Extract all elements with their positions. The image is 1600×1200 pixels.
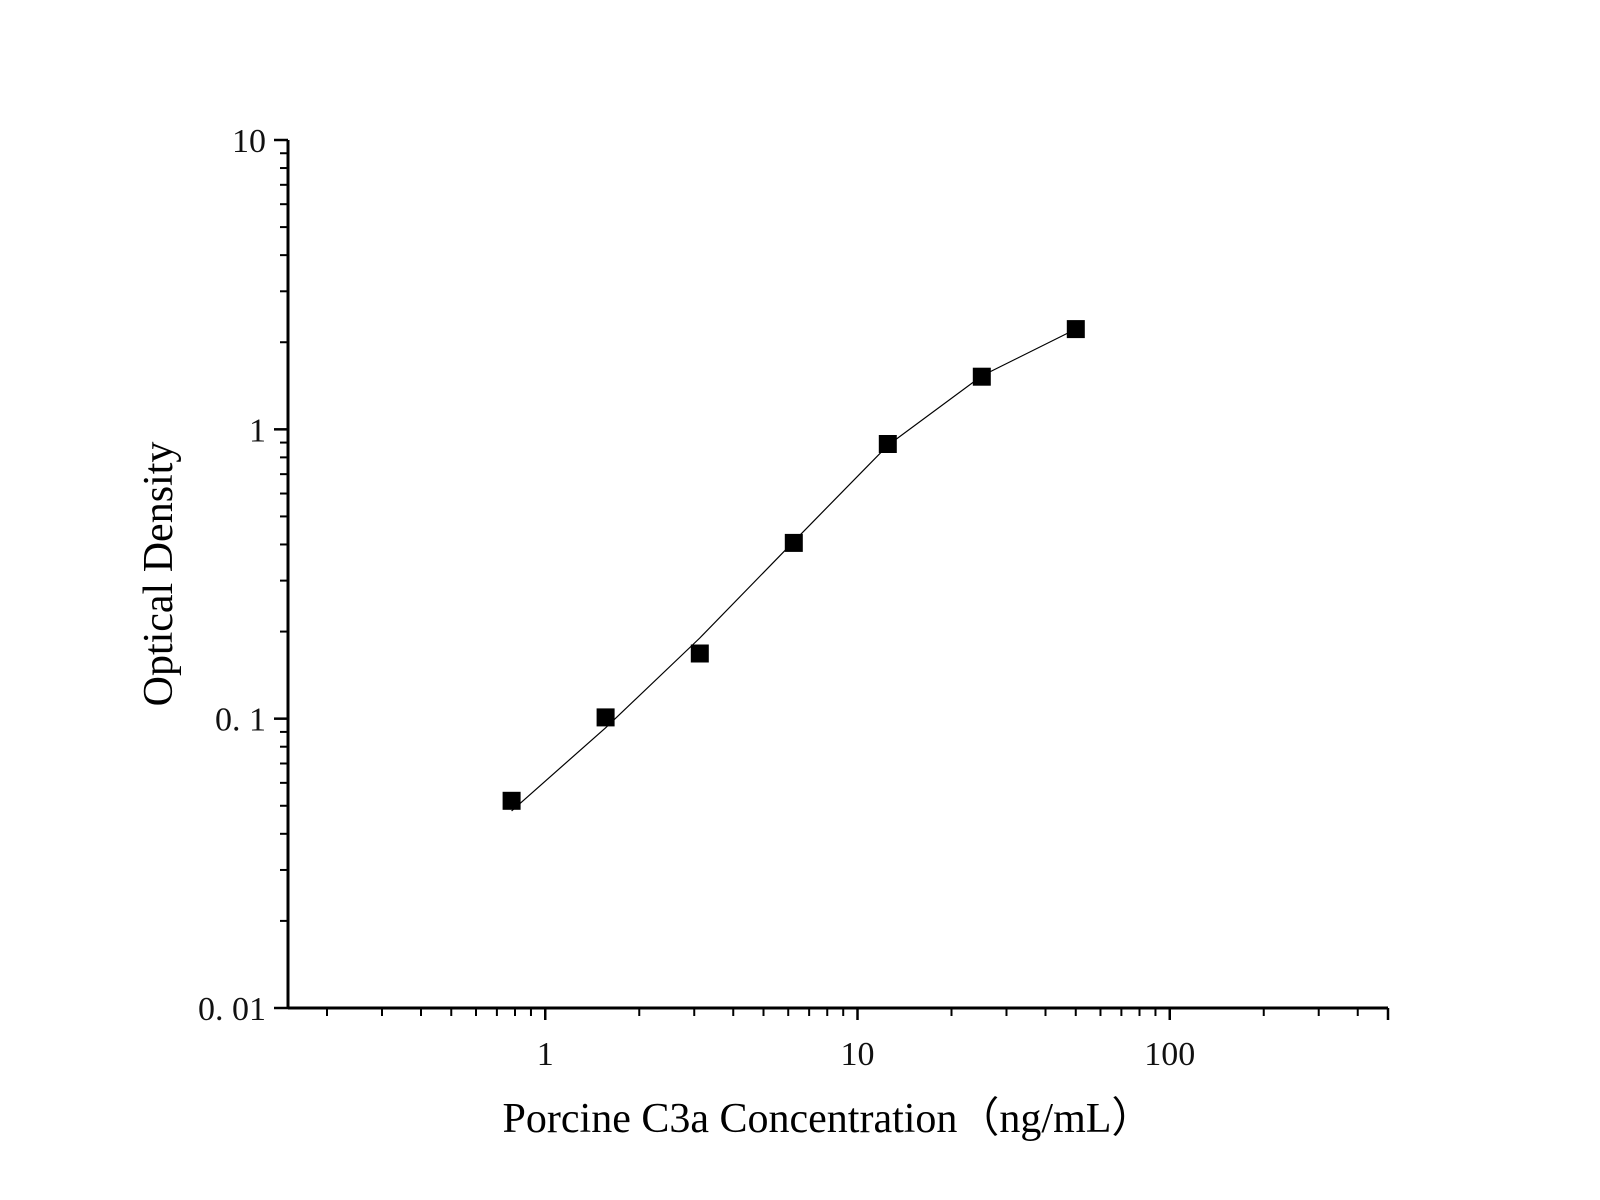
y-tick-label: 0. 01 bbox=[198, 991, 266, 1028]
data-point bbox=[596, 708, 615, 727]
y-tick-label: 1 bbox=[249, 412, 266, 449]
fit-curve-group bbox=[511, 328, 1077, 812]
y-axis-ticks: 0. 01 0. 1 1 10 bbox=[198, 123, 288, 1028]
data-point bbox=[690, 644, 709, 663]
data-point bbox=[878, 435, 897, 453]
x-axis-title: Porcine C3a Concentration（ng/mL） bbox=[503, 1096, 1154, 1142]
data-point bbox=[502, 791, 521, 810]
data-point bbox=[784, 533, 803, 552]
x-tick-label: 1 bbox=[537, 1036, 554, 1073]
data-points bbox=[502, 320, 1085, 810]
y-tick-label: 10 bbox=[232, 123, 266, 160]
fit-curve bbox=[511, 328, 1077, 812]
x-tick-label: 10 bbox=[841, 1036, 875, 1073]
x-axis-ticks: 1 10 100 bbox=[326, 1008, 1390, 1073]
data-point bbox=[1066, 320, 1085, 339]
y-axis-title: Optical Density bbox=[136, 442, 182, 707]
data-point bbox=[972, 367, 991, 386]
x-tick-label: 100 bbox=[1144, 1036, 1195, 1073]
y-tick-label: 0. 1 bbox=[215, 702, 266, 739]
